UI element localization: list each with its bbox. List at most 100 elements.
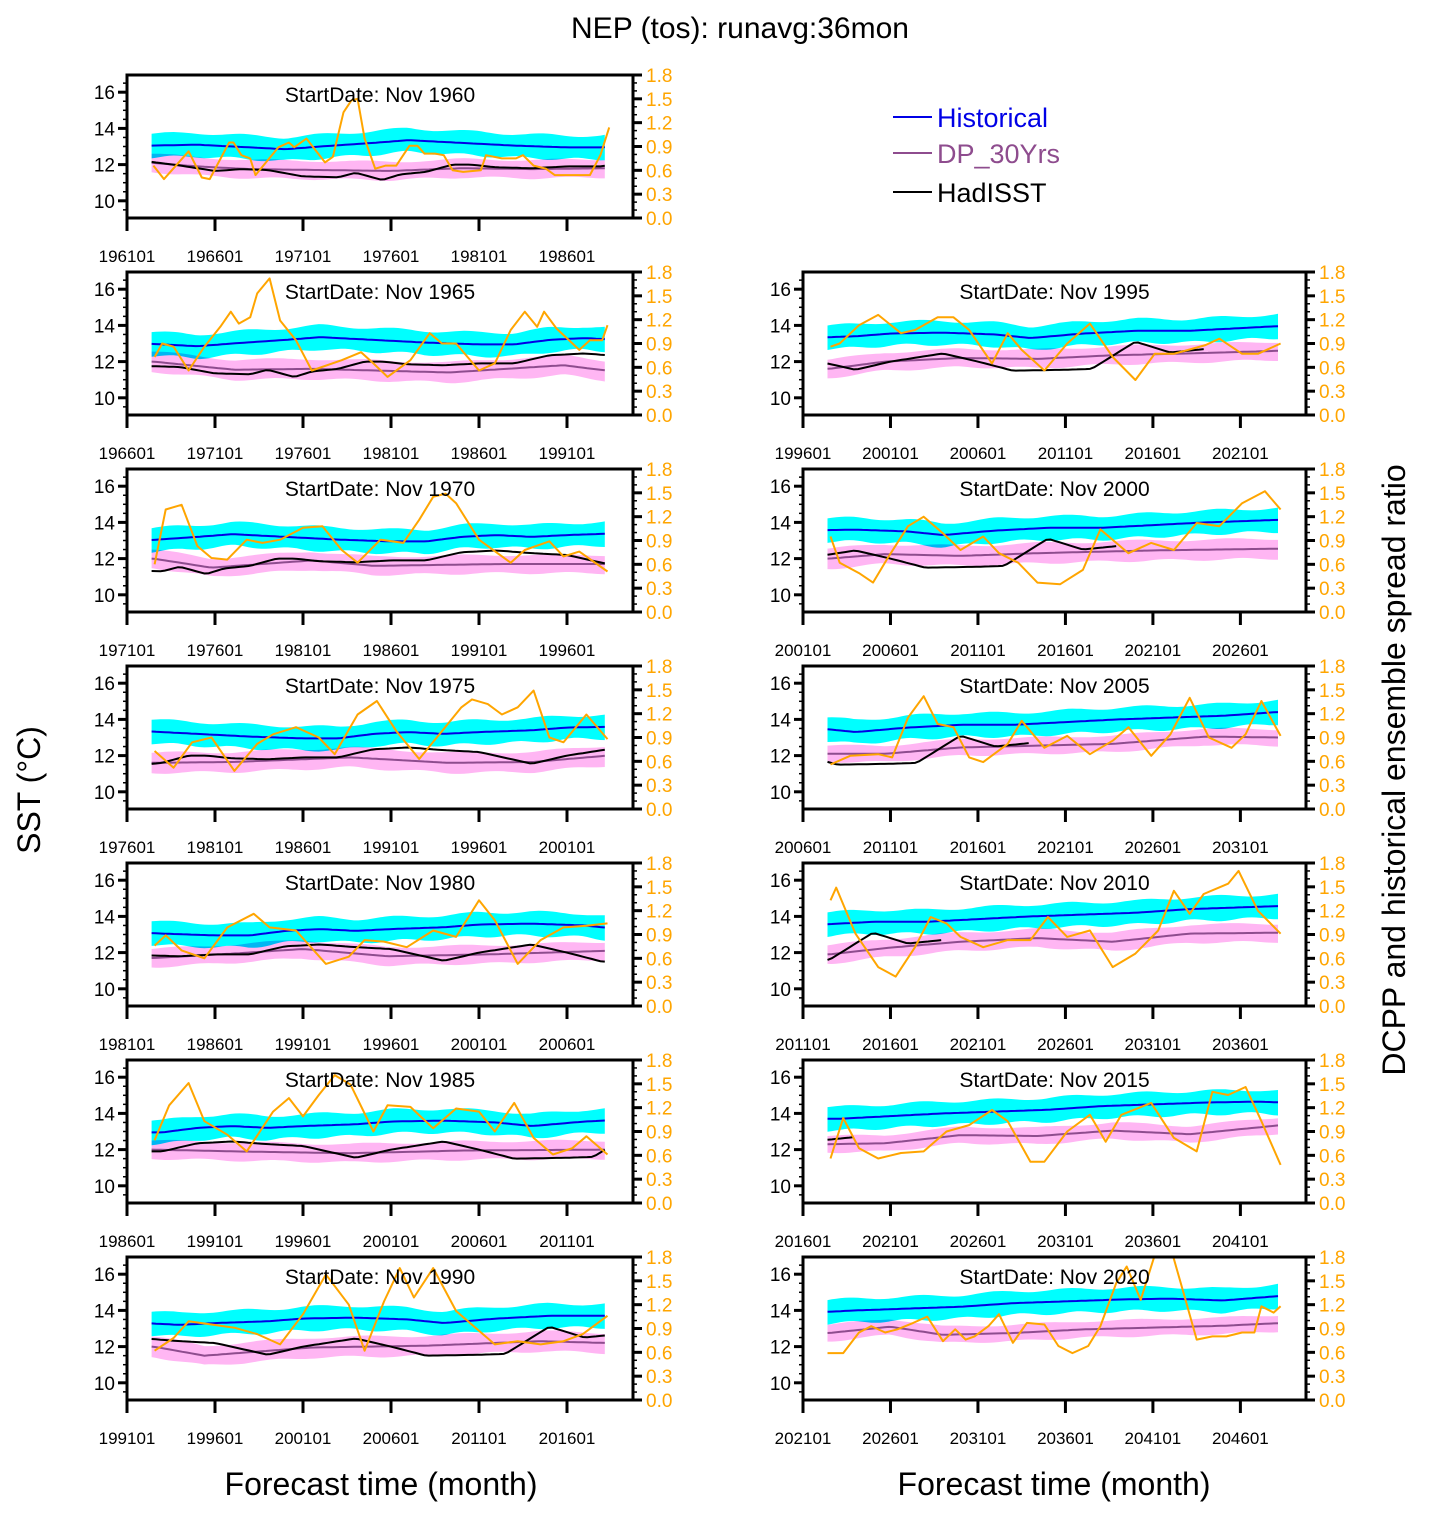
ratio-tick-label: 1.5 — [646, 681, 672, 702]
historical-spread-band — [151, 1302, 605, 1337]
x-tick-label: 201101 — [1038, 444, 1093, 463]
y-tick-label: 16 — [770, 1265, 791, 1286]
historical-spread-band — [151, 127, 605, 162]
ratio-tick-label: 1.8 — [646, 66, 672, 87]
hadisst-line — [151, 549, 606, 575]
x-tick-label: 202101 — [1125, 641, 1182, 660]
ratio-tick-label: 0.6 — [1319, 1146, 1345, 1167]
hadisst-line — [151, 1326, 605, 1357]
plot-area — [151, 689, 609, 774]
panel-title: StartDate: Nov 2005 — [959, 675, 1149, 698]
ratio-tick-label: 0.6 — [646, 555, 672, 576]
ratio-tick-label: 1.2 — [646, 114, 672, 135]
x-tick-label: 204101 — [1125, 1429, 1182, 1448]
spread-ratio-line — [153, 899, 608, 965]
y-tick-label: 16 — [94, 1265, 115, 1286]
x-tick-label: 197601 — [275, 444, 332, 463]
ratio-tick-label: 1.5 — [646, 287, 672, 308]
x-tick-label: 200601 — [539, 1035, 596, 1054]
x-tick-label: 203101 — [1212, 838, 1269, 857]
plot-area — [151, 277, 609, 384]
ratio-tick-label: 0.0 — [646, 800, 672, 821]
y-tick-label: 14 — [770, 907, 792, 928]
ratio-tick-label: 0.6 — [1319, 752, 1345, 773]
y-tick-label: 12 — [94, 1338, 115, 1359]
ratio-tick-label: 1.2 — [646, 508, 672, 529]
ratio-tick-label: 1.2 — [1319, 902, 1345, 923]
y-tick-label: 10 — [94, 1374, 115, 1395]
dp-spread-band — [151, 1139, 605, 1163]
dp-line — [151, 360, 605, 374]
spread-ratio-line — [829, 1086, 1282, 1166]
historical-line — [827, 518, 1279, 536]
ratio-tick-label: 0.0 — [1319, 406, 1345, 427]
y-tick-label: 12 — [770, 353, 791, 374]
y-tick-label: 14 — [770, 710, 792, 731]
ratio-tick-label: 0.3 — [646, 776, 672, 797]
ratio-tick-label: 0.3 — [1319, 973, 1345, 994]
panel-title: StartDate: Nov 1960 — [285, 84, 475, 107]
panel-2010: StartDate: Nov 2010101214160.00.30.60.91… — [770, 854, 1346, 1054]
historical-spread-band — [151, 1108, 605, 1146]
ratio-tick-label: 1.5 — [646, 878, 672, 899]
ratio-tick-label: 0.6 — [1319, 949, 1345, 970]
plot-area — [151, 97, 611, 181]
ratio-tick-label: 1.2 — [1319, 311, 1345, 332]
y-axis-label-right: DCPP and historical ensemble spread rati… — [1376, 464, 1412, 1075]
panel-2020: StartDate: Nov 2020 10 12 14 16 0.0 0.3 0.60.9 1… — [770, 1248, 1346, 1448]
x-tick-label: 196601 — [99, 444, 156, 463]
x-tick-label: 199101 — [539, 444, 596, 463]
y-tick-label: 12 — [94, 550, 115, 571]
dp-line — [827, 1124, 1279, 1146]
panel-2015: StartDate: Nov 2015 10 12 14 16 0.0 0.3 0.60.9 1… — [770, 1051, 1346, 1251]
ratio-tick-label: 0.0 — [1319, 997, 1345, 1018]
y-tick-label: 14 — [94, 513, 116, 534]
y-axis-label-left: SST (°C) — [11, 726, 47, 854]
ratio-tick-label: 0.6 — [646, 752, 672, 773]
y-tick-label: 10 — [94, 389, 115, 410]
plot-area — [827, 869, 1282, 978]
hadisst-line — [827, 1136, 854, 1141]
hadisst-line — [151, 746, 605, 765]
x-tick-label: 201601 — [862, 1035, 919, 1054]
x-tick-label: 203101 — [950, 1429, 1007, 1448]
ratio-tick-label: 1.5 — [1319, 1075, 1345, 1096]
panel-title: StartDate: Nov 1965 — [285, 281, 475, 304]
x-tick-label: 201601 — [539, 1429, 596, 1448]
ratio-tick-label: 1.8 — [1319, 1051, 1345, 1072]
y-tick-label: 16 — [94, 1068, 115, 1089]
x-tick-label: 202601 — [1125, 838, 1182, 857]
panel-title: StartDate: Nov 2020 — [959, 1266, 1149, 1289]
ratio-tick-label: 0.3 — [646, 973, 672, 994]
spread-ratio-line — [829, 490, 1282, 586]
ratio-tick-label: 0.9 — [646, 532, 672, 553]
panel-title: StartDate: Nov 1975 — [285, 675, 475, 698]
x-tick-label: 203101 — [1037, 1232, 1094, 1251]
x-tick-label: 198601 — [99, 1232, 156, 1251]
x-tick-label: 198601 — [363, 641, 420, 660]
x-tick-label: 201601 — [1125, 444, 1182, 463]
x-tick-label: 201101 — [451, 1429, 506, 1448]
ratio-tick-label: 0.9 — [646, 138, 672, 159]
ratio-tick-label: 0.3 — [646, 1367, 672, 1388]
y-tick-label: 14 — [94, 710, 116, 731]
y-tick-label: 14 — [770, 1104, 792, 1125]
ratio-tick-label: 0.0 — [646, 406, 672, 427]
x-tick-label: 197101 — [187, 444, 244, 463]
ratio-tick-label: 1.5 — [1319, 484, 1345, 505]
y-tick-label: 14 — [94, 119, 116, 140]
y-tick-label: 10 — [770, 389, 791, 410]
historical-line — [827, 711, 1279, 733]
ratio-tick-label: 1.8 — [646, 657, 672, 678]
dp-line — [827, 1322, 1279, 1336]
y-tick-label: 16 — [770, 1068, 791, 1089]
ratio-tick-label: 0.9 — [646, 335, 672, 356]
plot-area — [827, 1257, 1282, 1355]
x-tick-label: 198101 — [187, 838, 244, 857]
x-tick-label: 200101 — [275, 1429, 332, 1448]
x-tick-label: 199601 — [187, 1429, 244, 1448]
ratio-tick-label: 1.8 — [646, 1248, 672, 1269]
y-tick-label: 16 — [770, 477, 791, 498]
dp-line — [827, 931, 1279, 956]
